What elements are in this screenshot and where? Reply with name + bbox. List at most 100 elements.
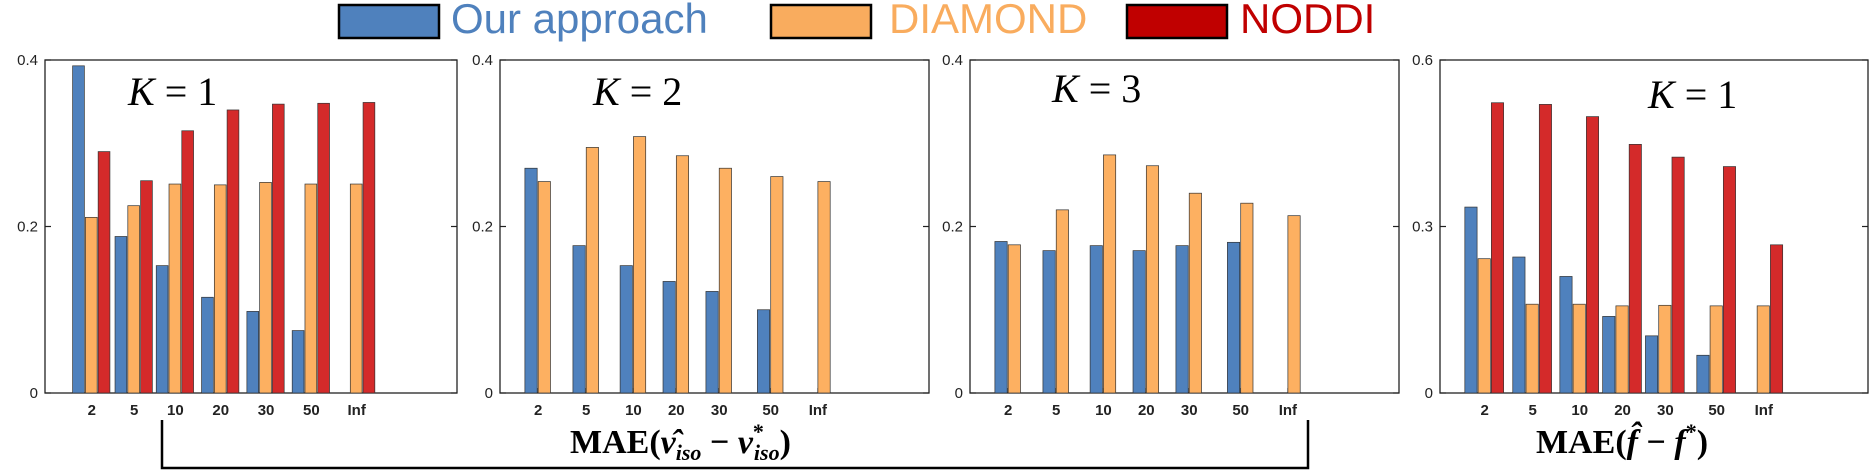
legend-label-ours: Our approach	[451, 0, 708, 42]
bar-diamond-2	[537, 181, 551, 394]
x-tick-label: 2	[88, 402, 96, 419]
legend-swatch-diamond	[769, 3, 873, 40]
bar-ours-20	[1602, 316, 1616, 394]
bar-diamond-10	[168, 183, 182, 394]
bar-ours-10	[155, 265, 169, 394]
bar-noddi-2	[97, 151, 111, 394]
bar-ours-50	[757, 309, 771, 394]
bar-diamond-20	[675, 155, 689, 394]
bar-diamond-5	[1525, 303, 1539, 394]
bar-diamond-2	[1477, 258, 1491, 394]
bar-ours-50	[1696, 354, 1710, 394]
xaxis-label-iso: MAE(ν̂iso − ν* iso)	[570, 419, 791, 465]
panel-title: K = 1	[1647, 72, 1737, 117]
bar-ours-2	[72, 65, 85, 394]
bar-noddi-50	[317, 102, 330, 394]
x-tick-label: 30	[1181, 402, 1198, 419]
panel-title: K = 1	[127, 69, 217, 114]
y-tick-label: 0.2	[472, 219, 493, 236]
bar-ours-10	[619, 265, 633, 394]
legend-label-noddi: NODDI	[1240, 0, 1375, 42]
bar-ours-30	[705, 291, 719, 394]
bar-ours-10	[1559, 276, 1573, 394]
x-tick-label: 50	[1708, 402, 1725, 419]
bar-ours-2	[1464, 206, 1478, 394]
bar-diamond-Inf	[1756, 305, 1770, 394]
bar-diamond-2	[85, 216, 98, 394]
x-tick-label: 5	[1052, 402, 1060, 419]
bar-ours-30	[1175, 245, 1189, 394]
bar-diamond-Inf	[1287, 215, 1301, 394]
bracket-line	[160, 420, 1310, 470]
x-tick-label: 30	[711, 402, 728, 419]
bar-ours-20	[662, 281, 676, 394]
bar-ours-30	[1645, 335, 1659, 394]
bar-diamond-50	[1240, 202, 1254, 394]
bar-ours-5	[114, 236, 128, 394]
x-tick-label: 20	[1614, 402, 1631, 419]
bar-noddi-5	[1538, 104, 1552, 394]
bar-noddi-20	[226, 109, 240, 394]
bar-diamond-30	[718, 167, 732, 394]
bar-diamond-50	[304, 183, 318, 394]
x-tick-label: Inf	[809, 402, 828, 419]
bar-ours-20	[201, 296, 214, 394]
bar-ours-20	[1132, 250, 1146, 394]
legend-swatch-noddi	[1125, 3, 1229, 40]
x-tick-label: 5	[130, 402, 138, 419]
y-tick-label: 0	[1425, 385, 1433, 402]
x-tick-label: 5	[1528, 402, 1536, 419]
bar-ours-50	[291, 330, 305, 394]
bar-diamond-10	[633, 136, 647, 394]
x-tick-label: 20	[1138, 402, 1155, 419]
x-tick-label: 20	[212, 402, 229, 419]
bar-ours-5	[572, 245, 586, 394]
bar-diamond-5	[1055, 209, 1069, 394]
bar-diamond-30	[259, 182, 272, 394]
x-tick-label: 2	[534, 402, 542, 419]
bar-diamond-20	[213, 184, 227, 394]
bar-noddi-5	[140, 180, 153, 394]
y-tick-label: 0.4	[942, 52, 963, 69]
x-tick-label: Inf	[348, 402, 367, 419]
bar-noddi-10	[181, 130, 194, 394]
x-tick-label: 10	[1571, 402, 1588, 419]
panel-k3-iso: 0 0.2 0.4 2 5 10 20 30 50 Inf K = 3	[942, 52, 1400, 419]
bar-diamond-30	[1188, 192, 1202, 394]
panel-k1-iso: 0 0.2 0.4 2 5 10 20 30 50 Inf K = 1	[17, 52, 458, 419]
panel-title: K = 3	[1051, 66, 1141, 111]
panel-k2-iso: 0 0.2 0.4 2 5 10 20 30 50 Inf K = 2	[472, 52, 930, 419]
bar-diamond-20	[1145, 165, 1159, 394]
bar-noddi-50	[1722, 166, 1736, 394]
bar-diamond-Inf	[817, 181, 831, 394]
bar-noddi-2	[1491, 102, 1504, 394]
bar-ours-30	[246, 311, 260, 394]
bar-diamond-10	[1103, 154, 1117, 394]
bar-noddi-20	[1628, 144, 1642, 394]
legend-label-diamond: DIAMOND	[889, 0, 1087, 42]
x-tick-label: Inf	[1755, 402, 1774, 419]
y-tick-label: 0.6	[1412, 52, 1433, 69]
bar-noddi-Inf	[1770, 244, 1784, 394]
y-tick-label: 0.4	[472, 52, 493, 69]
legend-swatch-ours	[337, 3, 441, 40]
y-tick-label: 0	[955, 385, 963, 402]
x-tick-label: 10	[625, 402, 642, 419]
bar-diamond-5	[127, 205, 140, 394]
bar-noddi-Inf	[362, 102, 376, 394]
bar-diamond-2	[1007, 244, 1021, 394]
panel-k1-f: 0 0.3 0.6 2 5 10 20 30 50 Inf K = 1	[1412, 52, 1869, 419]
legend: Our approach DIAMOND NODDI	[337, 0, 1375, 42]
x-tick-label: 30	[258, 402, 275, 419]
bar-diamond-30	[1658, 304, 1672, 394]
bar-ours-50	[1227, 241, 1241, 394]
x-tick-label: 2	[1481, 402, 1489, 419]
bar-ours-10	[1089, 245, 1103, 394]
bar-ours-2	[524, 167, 538, 394]
x-tick-label: 50	[1232, 402, 1249, 419]
x-tick-label: 20	[668, 402, 685, 419]
bar-ours-5	[1042, 250, 1056, 394]
x-tick-label: 50	[762, 402, 779, 419]
panel-title: K = 2	[592, 69, 682, 114]
